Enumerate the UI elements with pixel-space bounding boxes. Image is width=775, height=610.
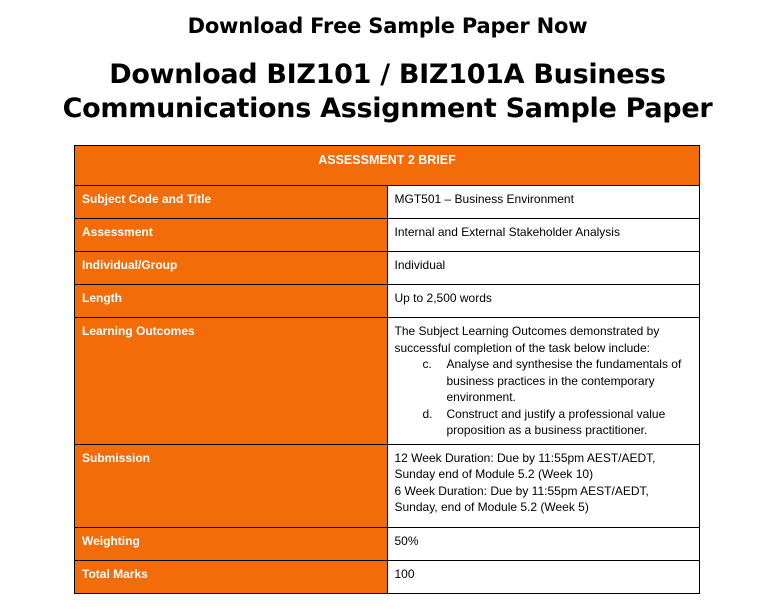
- group-label: Individual/Group: [74, 251, 388, 285]
- brief-header: ASSESSMENT 2 BRIEF: [74, 145, 700, 186]
- submission-value: 12 Week Duration: Due by 11:55pm AEST/AE…: [386, 443, 700, 528]
- submission-line-12-week: 12 Week Duration: Due by 11:55pm AEST/AE…: [394, 450, 656, 482]
- outcomes-label: Learning Outcomes: [74, 317, 388, 445]
- outcome-marker: c.: [422, 357, 432, 371]
- weighting-label: Weighting: [74, 526, 388, 561]
- subject-value: MGT501 – Business Environment: [386, 185, 700, 219]
- submission-line-6-week: 6 Week Duration: Due by 11:55pm AEST/AED…: [394, 483, 649, 515]
- length-value: Up to 2,500 words: [386, 284, 700, 318]
- group-value: Individual: [386, 251, 700, 285]
- page-title-line-2: Communications Assignment Sample Paper: [62, 93, 713, 124]
- outcome-text: Analyse and synthesise the fundamentals …: [446, 357, 682, 404]
- download-heading: Download Free Sample Paper Now: [187, 14, 588, 38]
- outcomes-value: The Subject Learning Outcomes demonstrat…: [386, 317, 700, 445]
- subject-label: Subject Code and Title: [74, 185, 388, 219]
- assessment-value: Internal and External Stakeholder Analys…: [386, 218, 700, 252]
- assessment-label: Assessment: [74, 218, 388, 252]
- assessment-brief-table: ASSESSMENT 2 BRIEF Subject Code and Titl…: [74, 145, 700, 594]
- weighting-value: 50%: [386, 526, 700, 561]
- page-title: Download BIZ101 / BIZ101A Business Commu…: [0, 58, 775, 126]
- length-label: Length: [74, 284, 388, 318]
- outcome-text: Construct and justify a professional val…: [446, 406, 666, 438]
- submission-label: Submission: [74, 443, 388, 528]
- outcome-marker: d.: [422, 406, 433, 421]
- page-title-line-1: Download BIZ101 / BIZ101A Business: [109, 59, 666, 90]
- outcome-item: d. Construct and justify a professional …: [423, 406, 693, 439]
- outcome-item: c. Analyse and synthesise the fundamenta…: [423, 356, 693, 406]
- outcomes-list: c. Analyse and synthesise the fundamenta…: [395, 356, 693, 439]
- outcomes-intro: The Subject Learning Outcomes demonstrat…: [394, 324, 660, 355]
- marks-value: 100: [386, 559, 700, 594]
- marks-label: Total Marks: [74, 559, 388, 594]
